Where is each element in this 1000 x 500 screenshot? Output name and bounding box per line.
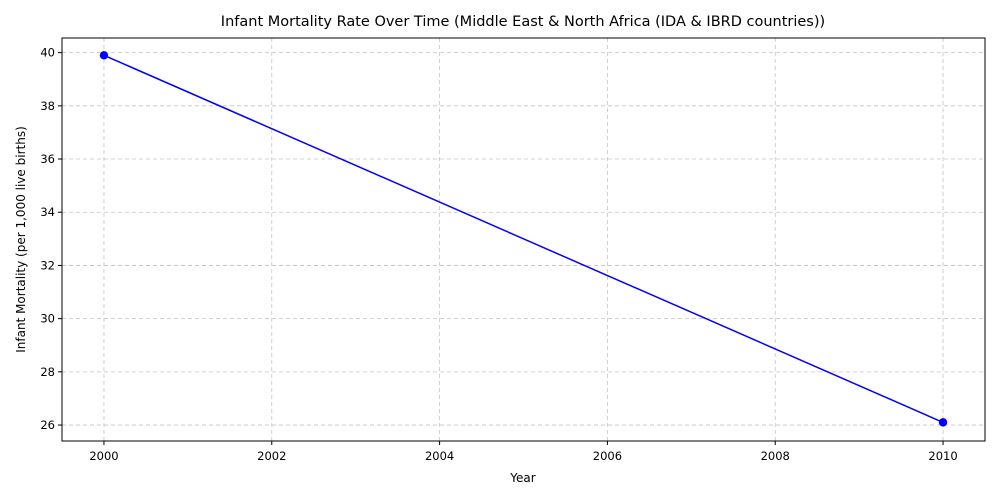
y-tick-label: 36 [40,152,55,166]
axis-ticks: 2000 2002 2004 2006 2008 2010 26 28 30 32 34 36 38 40 [40,46,957,463]
x-tick-label: 2010 [928,449,957,463]
y-axis-label: Infant Mortality (per 1,000 live births) [14,126,28,353]
x-tick-label: 2004 [425,449,454,463]
series-layer [99,51,948,427]
y-tick-label: 32 [40,258,55,272]
data-point [99,51,109,60]
y-tick-label: 26 [40,418,55,432]
x-tick-label: 2002 [257,449,286,463]
plot-frame [61,37,986,442]
y-tick-label: 30 [40,312,55,326]
y-tick-label: 40 [40,46,55,60]
y-tick-label: 34 [40,205,55,219]
y-tick-label: 38 [40,99,55,113]
x-axis-label: Year [509,471,535,485]
x-tick-label: 2008 [761,449,790,463]
x-tick-label: 2006 [593,449,622,463]
x-tick-label: 2000 [89,449,118,463]
y-tick-label: 28 [40,365,55,379]
chart-title: Infant Mortality Rate Over Time (Middle … [221,14,825,30]
data-point [938,418,948,427]
series-line [103,54,944,424]
